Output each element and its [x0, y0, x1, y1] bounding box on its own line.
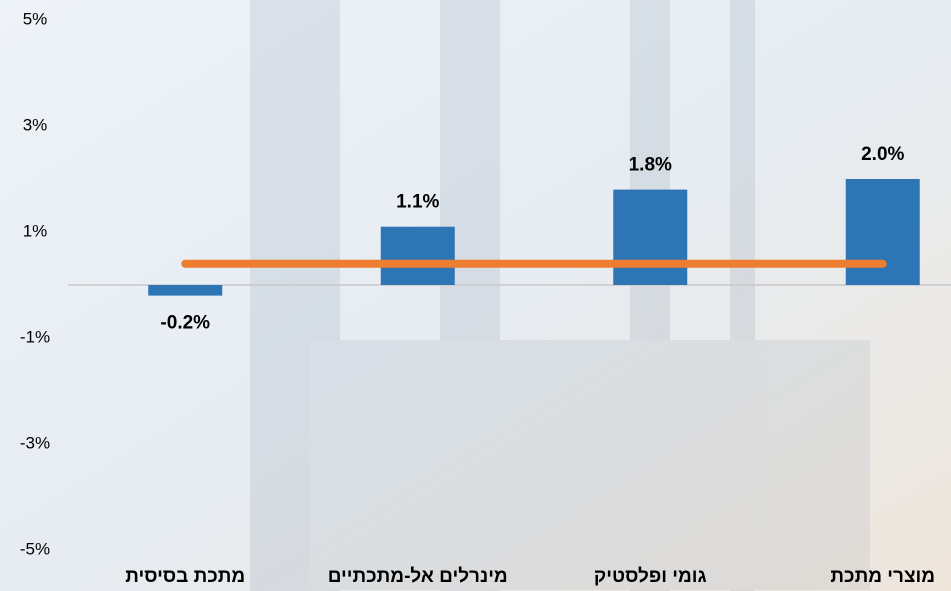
bar — [381, 227, 455, 285]
value-label: -0.2% — [160, 313, 210, 334]
value-label: 1.1% — [396, 192, 439, 213]
y-tick-label: -1% — [20, 327, 50, 346]
x-tick-label: גומי ופלסטיק — [594, 566, 707, 587]
y-tick-label: 1% — [23, 221, 48, 240]
bar — [613, 190, 687, 285]
value-label: 1.8% — [629, 155, 672, 176]
y-tick-label: 3% — [23, 115, 48, 134]
bar — [148, 285, 222, 296]
x-tick-label: מתכת בסיסית — [125, 566, 245, 587]
value-label: 2.0% — [861, 144, 904, 165]
x-tick-label: מינרלים אל-מתכתיים — [328, 566, 508, 587]
y-tick-label: -5% — [20, 539, 50, 558]
y-tick-label: -3% — [20, 433, 50, 452]
x-tick-label: מוצרי מתכת — [830, 566, 935, 587]
bar — [846, 179, 920, 285]
y-tick-label: 5% — [23, 9, 48, 28]
chart: 5% 3% 1% -1% -3% -5% מתכת בסיסית מינרלים אל-מתכ… — [0, 0, 951, 591]
